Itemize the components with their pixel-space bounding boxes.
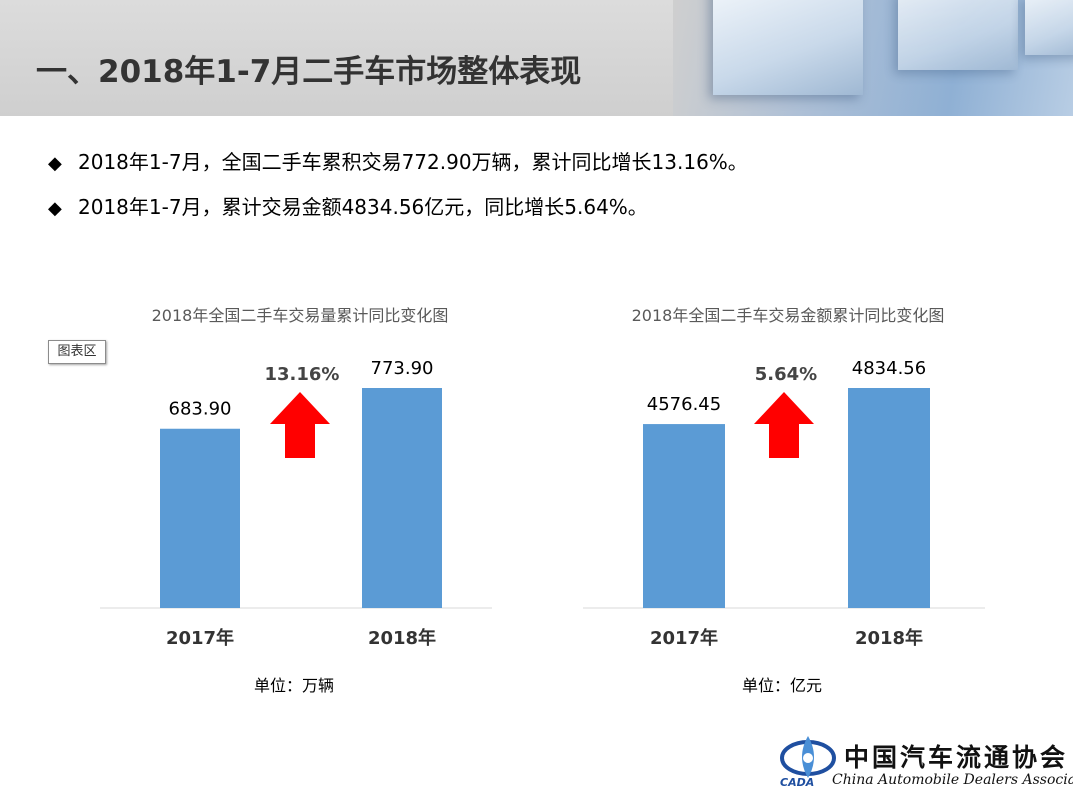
cada-emblem-icon [780, 736, 836, 778]
bullet-item-volume: ◆ 2018年1-7月，全国二手车累积交易772.90万辆，累计同比增长13.16… [48, 146, 748, 175]
logo-name-en: China Automobile Dealers Association [832, 772, 1073, 788]
growth-rate-label: 5.64% [755, 364, 817, 385]
bullet-text: 2018年1-7月，累计交易金额4834.56亿元，同比增长5.64%。 [78, 195, 648, 219]
bullet-text: 2018年1-7月，全国二手车累积交易772.90万辆，累计同比增长13.16%… [78, 150, 748, 174]
diamond-bullet-icon: ◆ [48, 198, 62, 219]
logo-abbr: CADA [780, 776, 815, 789]
x-tick-label: 2017年 [650, 627, 718, 649]
bar-value-label: 773.90 [371, 358, 434, 379]
bar-value-label: 683.90 [169, 399, 232, 420]
growth-rate-label: 13.16% [265, 364, 340, 385]
header-decoration [673, 0, 1073, 116]
bar-2018年 [362, 388, 442, 608]
amount-chart: 2018年全国二手车交易金额累计同比变化图 4576.45 2017年 4834.5… [583, 300, 993, 700]
cada-logo: CADA 中国汽车流通协会 China Automobile Dealers A… [778, 732, 1073, 794]
amount-chart-plot: 4576.45 2017年 4834.56 2018年 5.64% [583, 358, 985, 649]
chart-title: 2018年全国二手车交易金额累计同比变化图 [631, 306, 945, 325]
bar-2018年 [848, 388, 930, 608]
volume-chart-plot: 683.90 2017年 773.90 2018年 13.16% [100, 358, 492, 649]
chart-area-tag: 图表区 [48, 340, 106, 364]
amount-unit-label: 单位：亿元 [742, 676, 823, 695]
diamond-bullet-icon: ◆ [48, 153, 62, 174]
bar-value-label: 4576.45 [647, 394, 721, 415]
logo-name-cn: 中国汽车流通协会 [844, 743, 1069, 772]
volume-chart: 2018年全国二手车交易量累计同比变化图 683.90 2017年 773.90 20… [100, 300, 500, 700]
chart-title: 2018年全国二手车交易量累计同比变化图 [151, 306, 449, 325]
x-tick-label: 2018年 [855, 627, 923, 649]
bar-2017年 [160, 428, 240, 608]
bar-2017年 [643, 424, 725, 608]
growth-arrow-icon [270, 392, 330, 458]
page-title: 一、2018年1-7月二手车市场整体表现 [36, 54, 582, 90]
x-tick-label: 2017年 [166, 627, 234, 649]
growth-arrow-icon [754, 392, 814, 458]
bullet-item-amount: ◆ 2018年1-7月，累计交易金额4834.56亿元，同比增长5.64%。 [48, 191, 648, 220]
bar-value-label: 4834.56 [852, 358, 926, 379]
volume-unit-label: 单位：万辆 [254, 676, 335, 695]
header-band: 一、2018年1-7月二手车市场整体表现 [0, 0, 1073, 116]
x-tick-label: 2018年 [368, 627, 436, 649]
